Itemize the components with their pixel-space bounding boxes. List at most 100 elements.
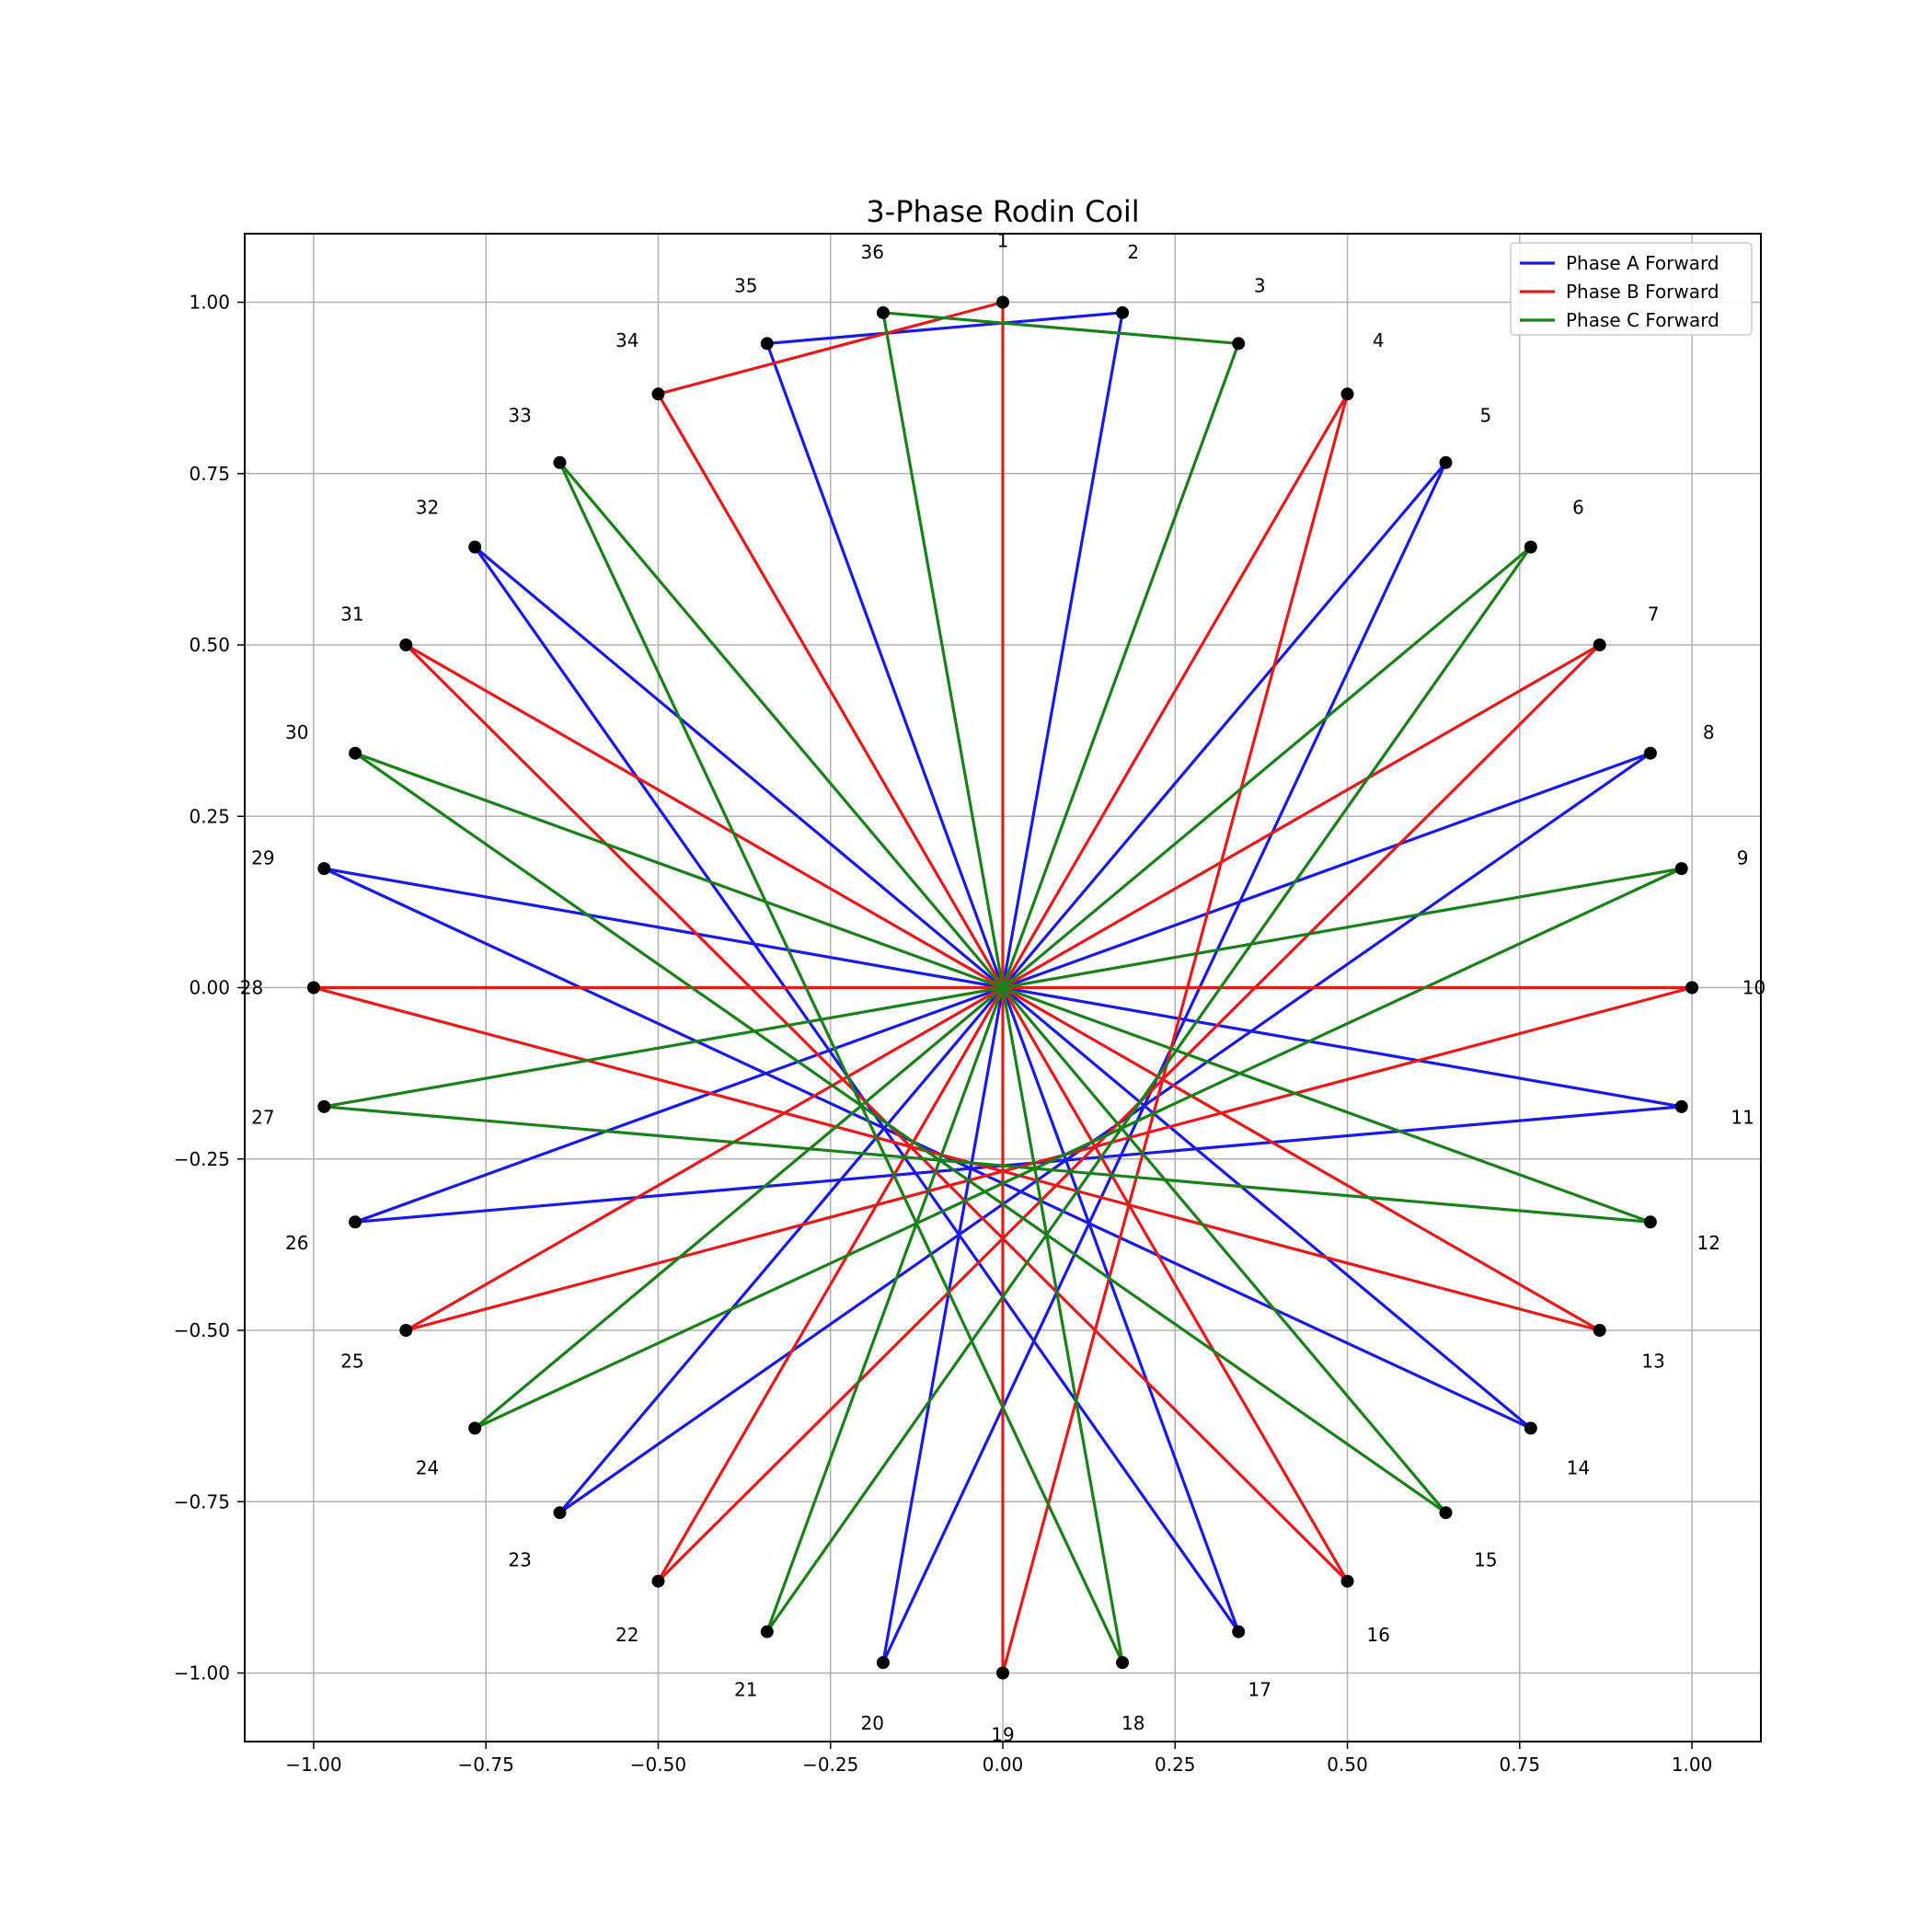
point-marker	[876, 1656, 890, 1670]
point-marker	[760, 1625, 774, 1639]
point-marker	[399, 638, 413, 651]
x-axis: −1.00 −0.75 −0.50 −0.25 0.00 0.25 0.50 0.75 1.00	[285, 1742, 1712, 1776]
point-marker	[553, 455, 567, 469]
point-label: 4	[1373, 329, 1385, 351]
point-label: 2	[1127, 241, 1139, 263]
y-tick-label: −0.75	[174, 1490, 230, 1512]
point-label: 24	[416, 1456, 439, 1478]
x-tick-label: −0.25	[802, 1754, 858, 1776]
point-label: 10	[1742, 977, 1765, 999]
point-marker	[1439, 1506, 1453, 1520]
y-tick-label: 1.00	[189, 292, 230, 314]
point-label: 36	[860, 241, 883, 263]
point-marker	[1674, 862, 1688, 876]
point-label: 7	[1648, 603, 1660, 625]
point-label: 13	[1641, 1351, 1664, 1373]
point-marker	[1340, 387, 1354, 401]
y-tick-label: 0.75	[189, 463, 230, 485]
x-tick-label: −1.00	[285, 1754, 341, 1776]
point-label: 14	[1567, 1456, 1590, 1478]
point-label: 22	[615, 1624, 638, 1646]
point-label: 31	[340, 603, 363, 625]
point-label: 3	[1254, 274, 1266, 296]
y-tick-label: 0.50	[189, 634, 230, 656]
x-tick-label: 0.50	[1327, 1754, 1368, 1776]
y-tick-label: −1.00	[174, 1662, 230, 1685]
point-label: 9	[1737, 846, 1749, 868]
point-label: 1	[997, 229, 1009, 251]
point-label: 5	[1479, 404, 1491, 426]
point-label: 12	[1697, 1232, 1720, 1254]
point-label: 6	[1572, 497, 1584, 519]
x-tick-label: 0.75	[1500, 1754, 1541, 1776]
point-marker	[1593, 638, 1606, 651]
point-label: 32	[416, 497, 439, 519]
point-marker	[553, 1506, 567, 1520]
y-tick-label: −0.50	[174, 1319, 230, 1341]
point-marker	[876, 305, 890, 319]
point-marker	[1685, 981, 1699, 995]
legend-label: Phase B Forward	[1566, 281, 1719, 303]
point-marker	[468, 540, 482, 554]
legend-box	[1510, 242, 1753, 336]
point-marker	[1232, 1625, 1246, 1639]
point-label: 35	[734, 274, 757, 296]
legend-label: Phase A Forward	[1566, 252, 1719, 274]
point-label: 33	[508, 404, 531, 426]
point-marker	[399, 1324, 413, 1337]
point-label: 20	[860, 1712, 883, 1734]
point-label: 17	[1248, 1679, 1271, 1701]
point-marker	[1232, 337, 1246, 351]
point-labels: 1234567891011121314151617181920212223242…	[240, 229, 1765, 1745]
point-label: 15	[1474, 1549, 1497, 1571]
point-marker	[349, 1215, 362, 1229]
point-label: 11	[1731, 1107, 1754, 1129]
point-marker	[1643, 1215, 1657, 1229]
x-tick-label: 0.25	[1155, 1754, 1196, 1776]
point-label: 34	[615, 329, 638, 351]
y-tick-label: 0.25	[189, 805, 230, 827]
point-marker	[1674, 1099, 1688, 1113]
point-label: 23	[508, 1549, 531, 1571]
y-tick-label: 0.00	[189, 977, 230, 999]
point-marker	[996, 1666, 1009, 1680]
point-marker	[468, 1421, 482, 1435]
point-label: 25	[340, 1351, 363, 1373]
legend-label: Phase C Forward	[1566, 309, 1719, 331]
point-marker	[1593, 1324, 1606, 1337]
point-marker	[651, 387, 665, 401]
point-marker	[1116, 305, 1130, 319]
y-axis: −1.00 −0.75 −0.50 −0.25 0.00 0.25 0.50 0.75 1.00	[174, 292, 245, 1685]
point-marker	[996, 295, 1009, 309]
series-lines	[312, 300, 1694, 1675]
point-marker	[1116, 1656, 1130, 1670]
point-label: 26	[285, 1232, 308, 1254]
point-label: 27	[251, 1107, 274, 1129]
point-marker	[1643, 746, 1657, 760]
point-label: 18	[1121, 1712, 1144, 1734]
point-label: 16	[1367, 1624, 1390, 1646]
point-marker	[1524, 1421, 1537, 1435]
point-marker	[317, 862, 331, 876]
point-marker	[317, 1099, 331, 1113]
x-tick-label: −0.75	[458, 1754, 514, 1776]
legend: Phase A Forward Phase B Forward Phase C Fo…	[1510, 242, 1753, 336]
point-marker	[1340, 1574, 1354, 1588]
point-marker	[349, 746, 362, 760]
x-tick-label: −0.50	[630, 1754, 686, 1776]
y-tick-label: −0.25	[174, 1148, 230, 1170]
point-markers	[306, 295, 1699, 1680]
point-marker	[1524, 540, 1537, 554]
point-marker	[651, 1574, 665, 1588]
x-tick-label: 1.00	[1672, 1754, 1713, 1776]
point-marker	[306, 981, 320, 995]
point-label: 30	[285, 721, 308, 743]
point-label: 29	[251, 846, 274, 868]
point-marker	[1439, 455, 1453, 469]
point-label: 8	[1703, 721, 1715, 743]
point-label: 21	[734, 1679, 757, 1701]
x-tick-label: 0.00	[983, 1754, 1024, 1776]
chart-title: 3-Phase Rodin Coil	[866, 194, 1139, 229]
point-marker	[760, 337, 774, 351]
